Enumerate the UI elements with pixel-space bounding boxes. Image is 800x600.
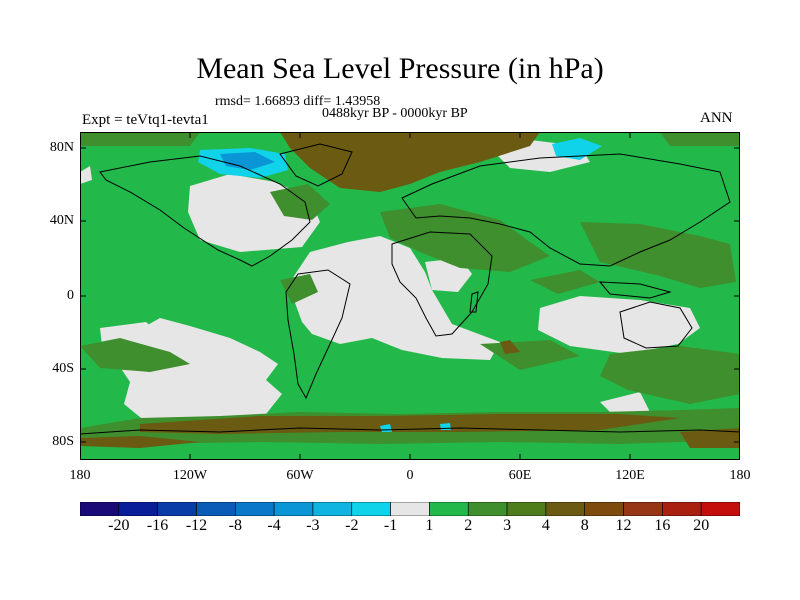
- colorbar-label: 1: [425, 517, 434, 534]
- lat-label-80n: 80N: [49, 140, 74, 155]
- colorbar-label: 8: [580, 517, 589, 534]
- colorbar-swatch: [700, 502, 740, 516]
- lon-label-120e: 120E: [615, 468, 645, 483]
- colorbar-label: -3: [306, 517, 320, 534]
- map-ticks: [80, 132, 740, 460]
- colorbar-swatch: [234, 502, 275, 516]
- pressure-anomaly-map: [80, 132, 740, 460]
- brown-regions: [80, 132, 740, 448]
- colorbar-swatch: [80, 502, 120, 516]
- colorbar: [80, 502, 740, 516]
- colorbar-label: -4: [267, 517, 281, 534]
- colorbar-label: -16: [146, 517, 169, 534]
- colorbar-swatch: [273, 502, 314, 516]
- colorbar-label: -12: [185, 517, 208, 534]
- negative-anomaly-regions: [198, 138, 602, 432]
- colorbar-swatch: [429, 502, 469, 516]
- colorbar-swatch: [662, 502, 702, 516]
- colorbar-label: 16: [654, 517, 671, 534]
- colorbar-label: -8: [228, 517, 242, 534]
- colorbar-swatch: [351, 502, 391, 516]
- colorbar-label: 2: [464, 517, 473, 534]
- colorbar-swatch: [390, 502, 430, 516]
- lon-label-60w: 60W: [286, 468, 314, 483]
- colorbar-label: 20: [693, 517, 710, 534]
- colorbar-swatch: [196, 502, 236, 516]
- colorbar-swatch: [584, 502, 624, 516]
- lat-label-80s: 80S: [52, 434, 74, 449]
- colorbar-label: -2: [345, 517, 359, 534]
- lat-label-40s: 40S: [52, 361, 74, 376]
- colorbar-swatch: [467, 502, 508, 516]
- lon-label-180-east: 180: [729, 468, 751, 483]
- coastlines: [80, 143, 740, 435]
- lon-label-0: 0: [406, 468, 414, 483]
- colorbar-label: 12: [615, 517, 632, 534]
- colorbar-swatch: [623, 502, 663, 516]
- season-label: ANN: [700, 110, 733, 126]
- colorbar-swatch: [506, 502, 547, 516]
- rmsd-diff-stats: rmsd= 1.66893 diff= 1.43958: [215, 94, 381, 109]
- colorbar-swatch: [118, 502, 158, 516]
- colorbar-label: -1: [383, 517, 398, 534]
- time-period-label: 0488kyr BP - 0000kyr BP: [322, 106, 468, 121]
- colorbar-swatch: [545, 502, 586, 516]
- colorbar-swatch: [157, 502, 197, 516]
- lon-label-120w: 120W: [172, 468, 208, 483]
- lat-label-40n: 40N: [49, 213, 74, 228]
- plot-title: Mean Sea Level Pressure (in hPa): [196, 52, 604, 85]
- colorbar-label: 3: [503, 517, 512, 534]
- colorbar-label: -20: [108, 517, 130, 534]
- colorbar-swatch: [312, 502, 353, 516]
- colorbar-label: 4: [541, 517, 550, 534]
- lat-label-0: 0: [67, 288, 74, 303]
- experiment-label: Expt = teVtq1-tevta1: [82, 112, 209, 128]
- lon-label-180-west: 180: [69, 468, 91, 483]
- lon-label-60e: 60E: [508, 468, 532, 483]
